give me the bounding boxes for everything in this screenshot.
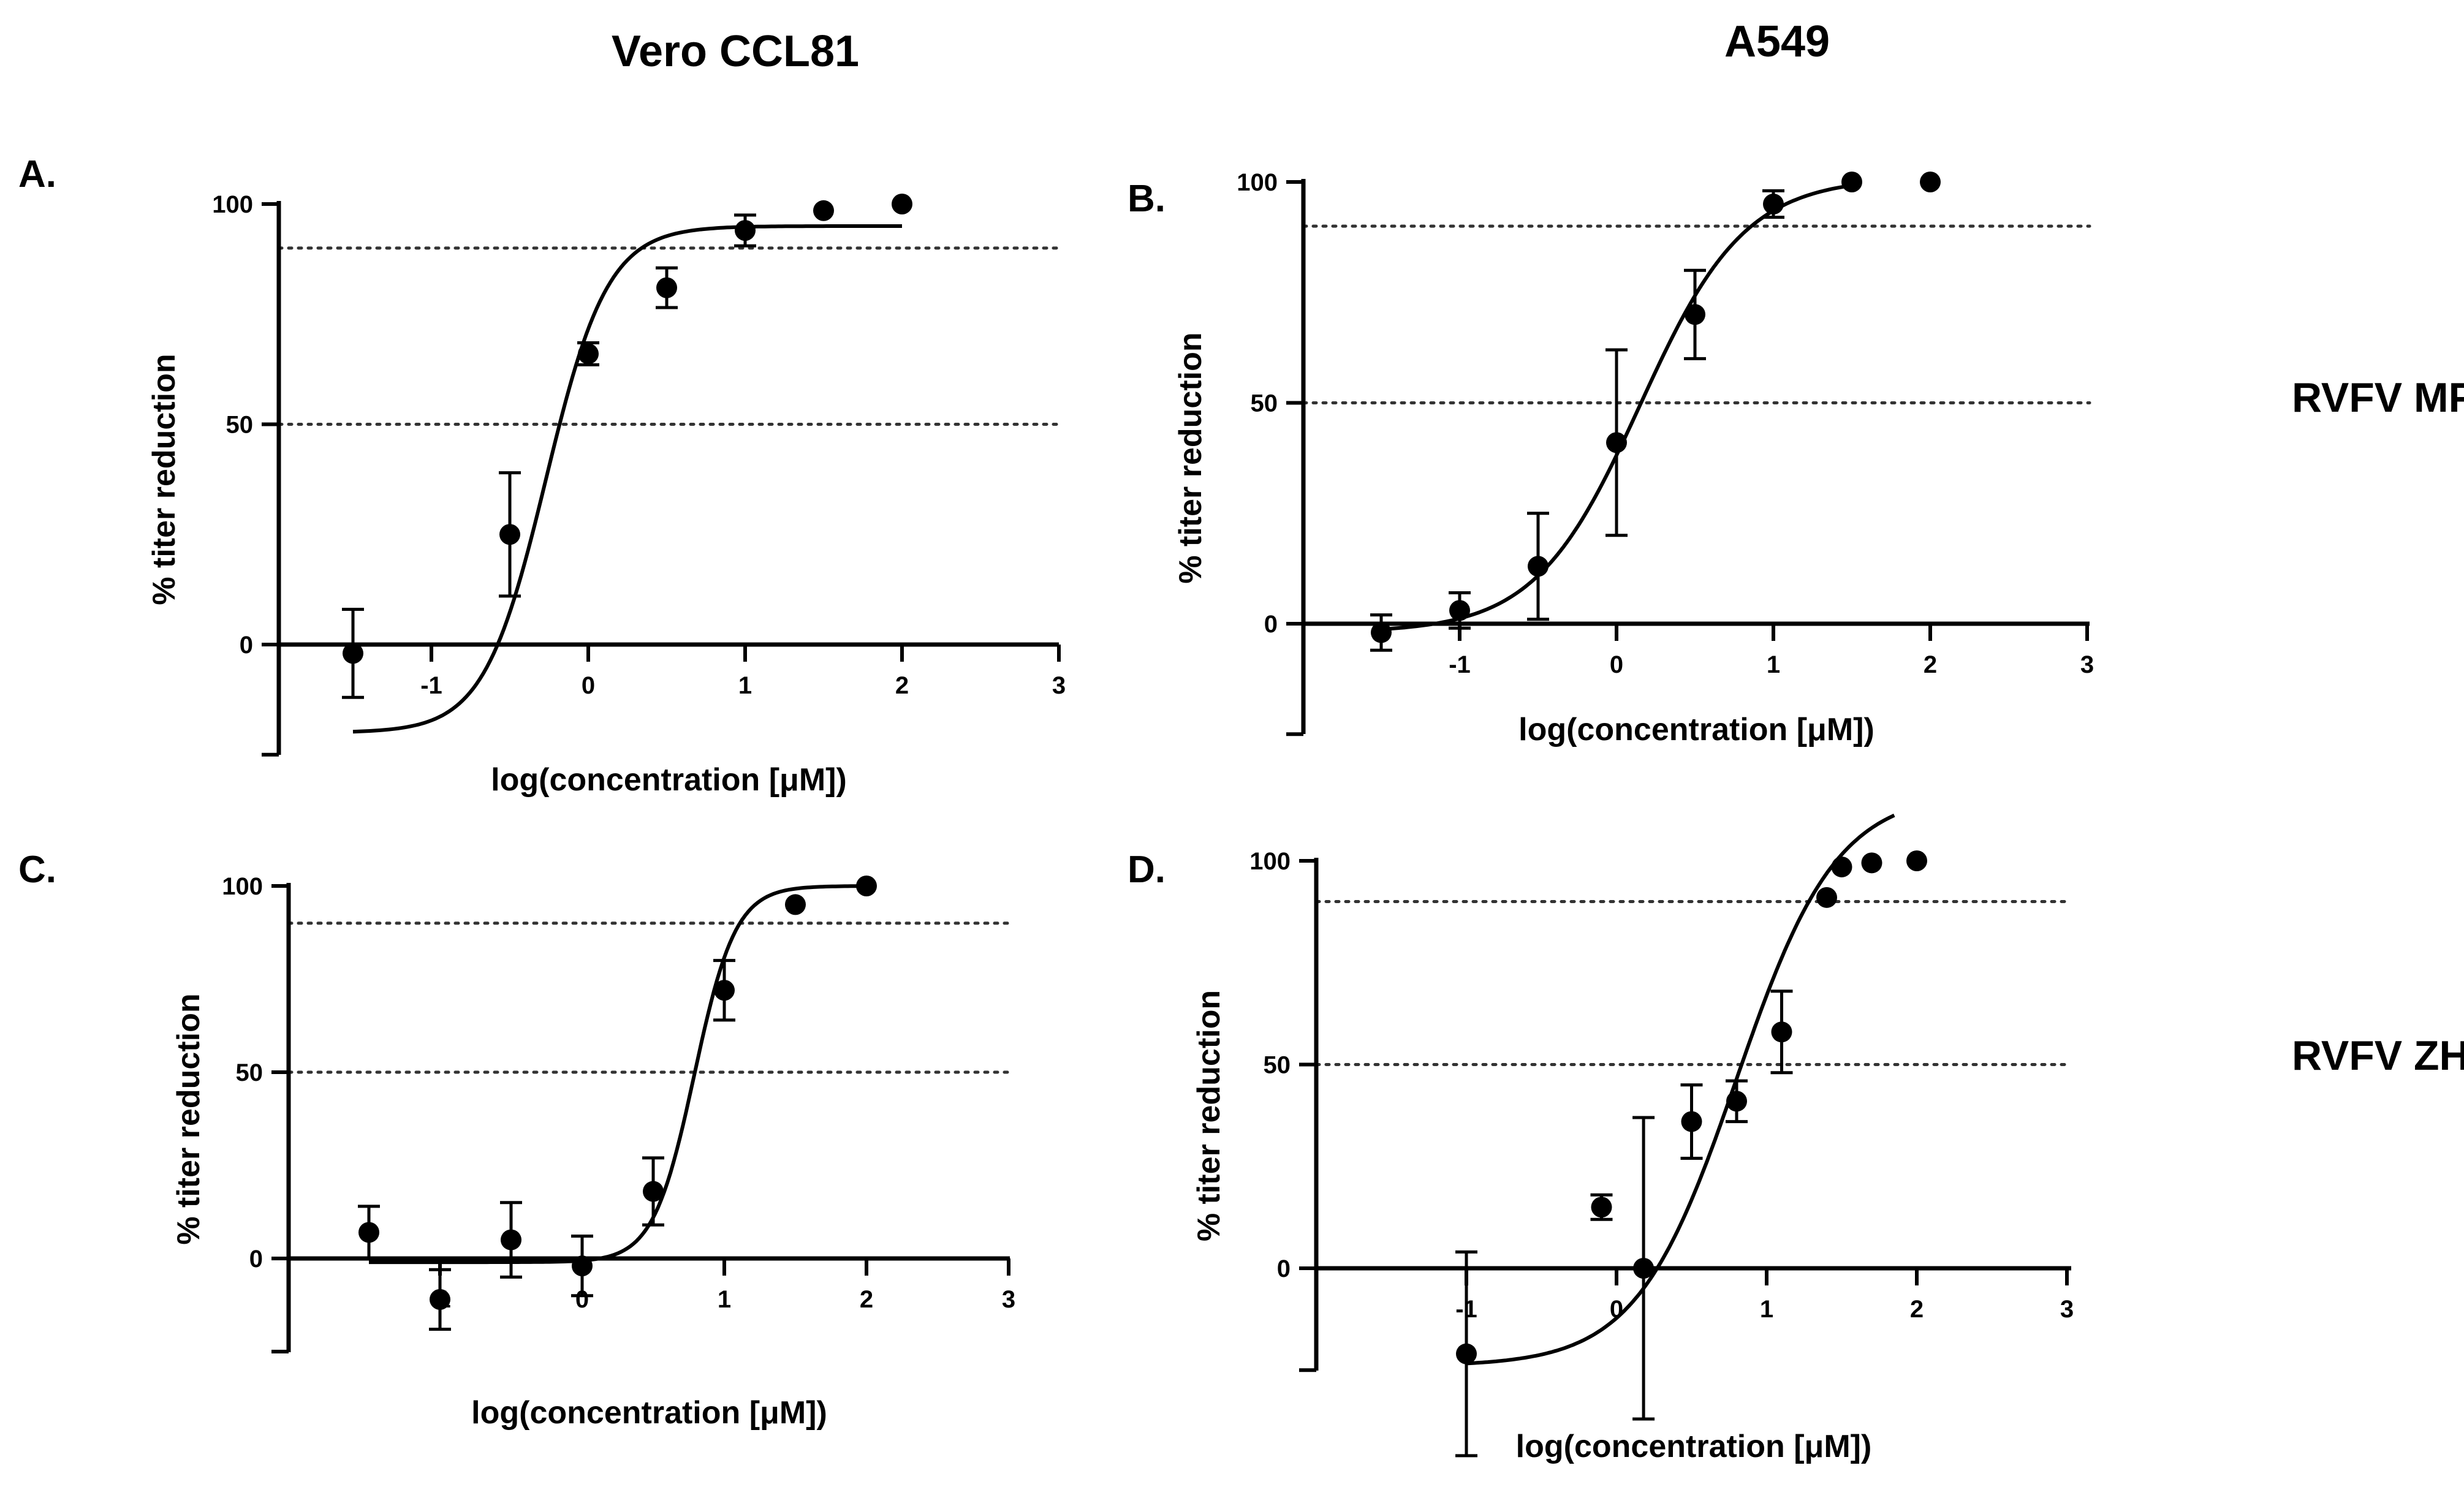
data-point <box>501 1229 521 1251</box>
panel-b: B. 0 50 100 -1 0 1 2 3 log(concentration [μM]) % t… <box>1128 169 2094 747</box>
x-tick-label: 2 <box>860 1286 873 1313</box>
x-axis-title: log(concentration [μM]) <box>1516 1429 1872 1464</box>
data-point <box>1528 556 1549 577</box>
panel-label-a: A. <box>18 153 56 195</box>
y-tick-label: 0 <box>1264 611 1278 638</box>
x-tick-label: 3 <box>1002 1286 1015 1313</box>
y-axis-title: % titer reduction <box>146 354 182 605</box>
fit-curve <box>352 224 902 734</box>
data-point <box>735 220 756 241</box>
fit-curve <box>1466 813 1895 1366</box>
data-point <box>578 343 599 365</box>
x-tick-label: 1 <box>738 672 752 699</box>
row-title-zh501: RVFV ZH501 <box>2292 1032 2464 1079</box>
x-axis-title: log(concentration [μM]) <box>471 1395 827 1431</box>
x-tick-label: 1 <box>1760 1296 1773 1323</box>
y-axis-title: % titer reduction <box>171 993 207 1244</box>
y-tick-label: 100 <box>1249 848 1291 875</box>
x-tick-label: -1 <box>1449 651 1471 678</box>
x-tick-label: 2 <box>895 672 909 699</box>
x-tick-label: 3 <box>1052 672 1066 699</box>
y-tick-label: 50 <box>1251 390 1278 417</box>
data-point <box>1763 194 1784 215</box>
data-point <box>1449 600 1470 621</box>
column-title-vero: Vero CCL81 <box>612 27 859 76</box>
y-tick-label: 0 <box>249 1246 263 1273</box>
data-point <box>430 1288 450 1310</box>
y-tick-label: 50 <box>236 1059 263 1086</box>
data-point <box>343 643 363 664</box>
panel-a: A. 0 50 100 -1 0 1 2 3 log(concentration [μM]) % t… <box>18 153 1066 798</box>
data-point <box>1906 850 1927 871</box>
x-tick-label: 2 <box>1924 651 1937 678</box>
data-point <box>643 1181 664 1202</box>
y-tick-label: 50 <box>1264 1052 1291 1079</box>
y-tick-label: 100 <box>222 873 263 900</box>
x-tick-label: 0 <box>582 672 595 699</box>
data-point <box>656 277 677 298</box>
data-point <box>1841 172 1862 192</box>
data-point <box>1681 1111 1702 1132</box>
y-tick-label: 0 <box>1277 1255 1291 1282</box>
y-tick-label: 50 <box>226 412 254 439</box>
x-tick-label: 0 <box>1610 651 1623 678</box>
x-tick-label: 3 <box>2080 651 2094 678</box>
data-point <box>714 980 735 1001</box>
data-point <box>1685 304 1705 325</box>
data-point <box>892 194 912 214</box>
x-tick-label: 3 <box>2060 1296 2074 1323</box>
data-point <box>785 894 806 915</box>
data-point <box>1816 887 1837 908</box>
data-point <box>1771 1021 1792 1043</box>
x-tick-label: 0 <box>575 1286 589 1313</box>
column-title-a549: A549 <box>1724 17 1830 66</box>
y-tick-label: 100 <box>1237 169 1278 196</box>
y-axis-title: % titer reduction <box>1173 332 1208 583</box>
x-tick-label: 2 <box>1910 1296 1924 1323</box>
data-point <box>1726 1091 1747 1112</box>
x-tick-label: 1 <box>718 1286 731 1313</box>
data-point <box>1456 1343 1477 1364</box>
data-point <box>1371 622 1392 643</box>
data-point <box>1831 856 1852 877</box>
data-point <box>1920 172 1941 192</box>
data-point <box>856 876 877 896</box>
data-point <box>1606 432 1627 453</box>
fit-curve <box>369 884 867 1265</box>
x-tick-label: -1 <box>420 672 442 699</box>
y-axis-title: % titer reduction <box>1191 990 1227 1241</box>
data-point <box>1591 1197 1612 1218</box>
data-point <box>1633 1258 1655 1279</box>
data-point <box>813 200 834 221</box>
panel-label-c: C. <box>18 849 56 891</box>
panel-label-d: D. <box>1128 849 1166 891</box>
x-axis-title: log(concentration [μM]) <box>1518 712 1875 747</box>
data-point <box>572 1255 593 1277</box>
x-axis-title: log(concentration [μM]) <box>491 762 847 798</box>
data-point <box>499 524 520 545</box>
panel-label-b: B. <box>1128 178 1166 220</box>
data-point <box>358 1222 379 1243</box>
y-tick-label: 0 <box>240 632 253 659</box>
data-point <box>1861 852 1882 874</box>
x-tick-label: 1 <box>1767 651 1780 678</box>
row-title-mp12: RVFV MP12 <box>2292 374 2464 421</box>
y-tick-label: 100 <box>212 191 253 218</box>
